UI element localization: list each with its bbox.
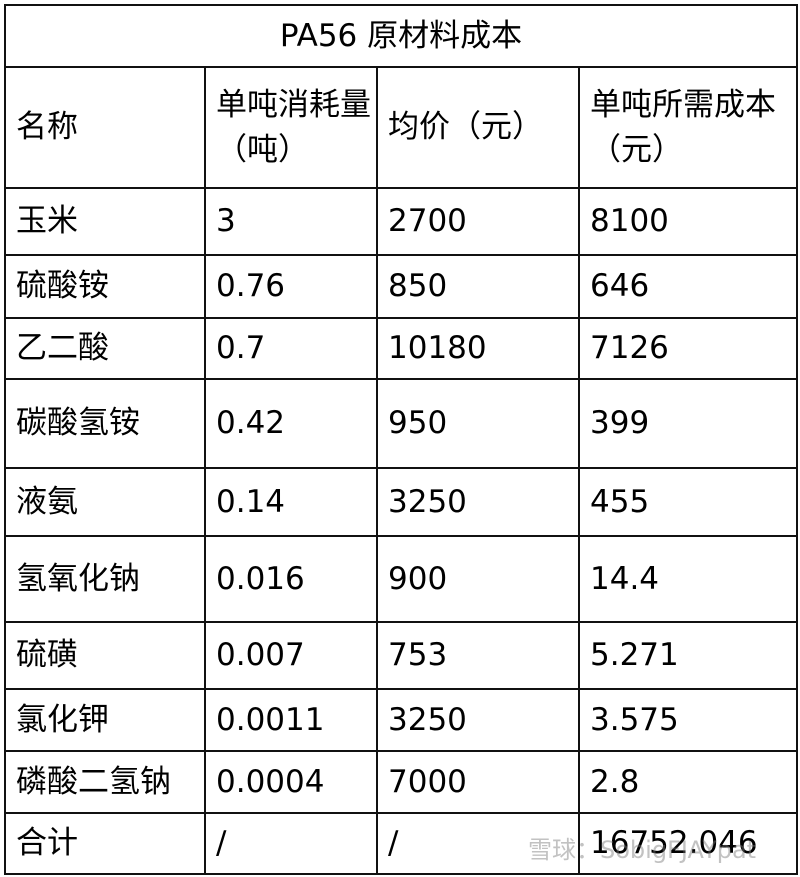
table-row: 碳酸氢铵 0.42 950 399 — [4, 378, 799, 469]
cell-avg-price: 850 — [376, 254, 580, 319]
cell-cost: 5.271 — [577, 621, 799, 690]
cell-cost: 7126 — [577, 317, 799, 380]
cell-consumption: / — [204, 812, 378, 875]
title-row: PA56 原材料成本 — [3, 4, 799, 68]
header-avg-price: 均价（元） — [376, 66, 580, 189]
table-row: 氢氧化钠 0.016 900 14.4 — [4, 535, 799, 623]
cell-avg-price: 900 — [376, 535, 580, 623]
cell-consumption: 0.42 — [204, 378, 378, 469]
table-row: 玉米 3 2700 8100 — [4, 187, 799, 256]
table-row: 合计 //16752.046 — [4, 812, 799, 875]
cell-cost: 399 — [577, 378, 799, 469]
table-row: 硫磺 0.007 753 5.271 — [4, 621, 799, 690]
table-row: 乙二酸 0.7 10180 7126 — [4, 317, 799, 380]
table-title: PA56 原材料成本 — [3, 4, 799, 68]
table-row: 硫酸铵 0.76 850 646 — [4, 254, 799, 319]
header-row: 名称 单吨消耗量（吨） 均价（元） 单吨所需成本（元） — [4, 66, 799, 189]
cell-name: 液氨 — [4, 467, 206, 537]
cell-cost: 8100 — [577, 187, 799, 256]
cell-cost: 16752.046 — [577, 812, 799, 875]
table-row: 磷酸二氢钠 0.0004 7000 2.8 — [4, 750, 799, 814]
cell-avg-price: 2700 — [376, 187, 580, 256]
header-consumption: 单吨消耗量（吨） — [204, 66, 378, 189]
cell-avg-price: 950 — [376, 378, 580, 469]
table-row: 氯化钾 0.0011 3250 3.575 — [4, 688, 799, 752]
cell-name: 氯化钾 — [4, 688, 206, 752]
cell-avg-price: 7000 — [376, 750, 580, 814]
cell-consumption: 0.016 — [204, 535, 378, 623]
cell-cost: 455 — [577, 467, 799, 537]
cell-consumption: 0.0004 — [204, 750, 378, 814]
cell-consumption: 0.7 — [204, 317, 378, 380]
cell-name: 乙二酸 — [4, 317, 206, 380]
table-row: 液氨 0.14 3250 455 — [4, 467, 799, 537]
cell-avg-price: 10180 — [376, 317, 580, 380]
cell-consumption: 0.14 — [204, 467, 378, 537]
watermark: 雪球：SobigFJAYpat — [528, 836, 757, 864]
cell-name: 硫酸铵 — [4, 254, 206, 319]
cell-consumption: 0.007 — [204, 621, 378, 690]
cost-table: PA56 原材料成本 名称 单吨消耗量（吨） 均价（元） 单吨所需成本（元） 玉… — [3, 4, 799, 875]
cell-cost: 646 — [577, 254, 799, 319]
header-name: 名称 — [4, 66, 206, 189]
cell-name: 氢氧化钠 — [4, 535, 206, 623]
cell-consumption: 0.0011 — [204, 688, 378, 752]
cell-avg-price: / — [376, 812, 580, 875]
cell-avg-price: 753 — [376, 621, 580, 690]
cell-avg-price: 3250 — [376, 688, 580, 752]
cell-name: 碳酸氢铵 — [4, 378, 206, 469]
cell-name: 磷酸二氢钠 — [4, 750, 206, 814]
cell-cost: 2.8 — [577, 750, 799, 814]
cell-cost: 3.575 — [577, 688, 799, 752]
header-cost: 单吨所需成本（元） — [577, 66, 799, 189]
cell-consumption: 0.76 — [204, 254, 378, 319]
cell-consumption: 3 — [204, 187, 378, 256]
cell-name: 玉米 — [4, 187, 206, 256]
cell-name: 合计 — [4, 812, 206, 875]
cell-name: 硫磺 — [4, 621, 206, 690]
cell-cost: 14.4 — [577, 535, 799, 623]
cell-avg-price: 3250 — [376, 467, 580, 537]
